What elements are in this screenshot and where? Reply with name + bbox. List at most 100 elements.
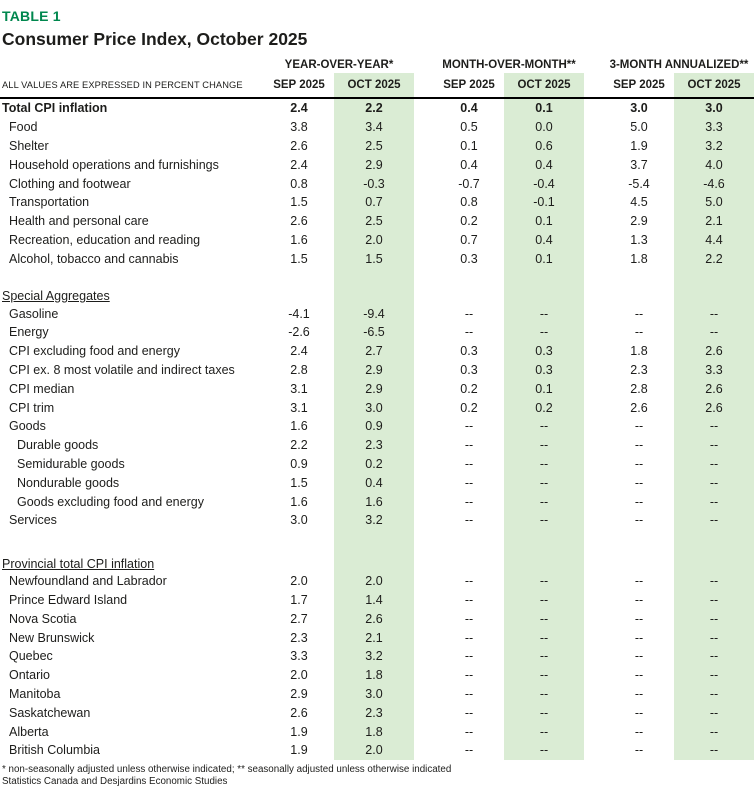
value-cell: -0.3 bbox=[334, 174, 414, 193]
value-cell: 0.1 bbox=[504, 249, 584, 269]
value-cell: 3.2 bbox=[674, 136, 754, 156]
value-cell: 2.9 bbox=[630, 214, 648, 229]
value-cell bbox=[264, 268, 334, 280]
table-row: Shelter 2.6 2.5 0.1 0.6 1.9 3.2 bbox=[0, 136, 754, 156]
value-cell: -- bbox=[634, 611, 644, 626]
row-label: Transportation bbox=[9, 195, 90, 210]
row-label: Prince Edward Island bbox=[9, 592, 128, 607]
value-cell: 2.3 bbox=[334, 703, 414, 723]
table-row: Alcohol, tobacco and cannabis 1.5 1.5 0.3 0.… bbox=[0, 249, 754, 269]
value-cell: -- bbox=[634, 592, 644, 607]
value-cell: -- bbox=[674, 684, 754, 704]
value-cell: 0.2 bbox=[460, 400, 478, 415]
value-cell: 1.3 bbox=[630, 232, 648, 247]
column-gap bbox=[584, 56, 604, 73]
value-cell: -- bbox=[464, 743, 474, 758]
table-row: Goods excluding food and energy 1.6 1.6 -- -… bbox=[0, 492, 754, 511]
value-cell: 0.9 bbox=[334, 416, 414, 436]
value-cell: 2.0 bbox=[290, 574, 308, 589]
value-cell bbox=[434, 548, 504, 572]
footnote-adjustment-note: * non-seasonally adjusted unless otherwi… bbox=[2, 763, 452, 775]
column-gap bbox=[584, 379, 604, 398]
column-gap bbox=[414, 666, 434, 685]
row-label bbox=[0, 268, 264, 280]
column-gap bbox=[584, 741, 604, 760]
table-row: Goods 1.6 0.9 -- -- -- -- bbox=[0, 416, 754, 436]
value-cell bbox=[434, 268, 504, 280]
column-gap bbox=[414, 193, 434, 212]
value-cell: 2.6 bbox=[290, 138, 308, 153]
spacer-row bbox=[0, 268, 754, 281]
value-cell: 1.5 bbox=[290, 195, 308, 210]
column-gap bbox=[584, 249, 604, 268]
value-cell: 3.2 bbox=[334, 510, 414, 530]
column-gap bbox=[584, 455, 604, 474]
column-gap bbox=[584, 73, 604, 97]
value-cell: 3.0 bbox=[630, 101, 648, 116]
column-gap bbox=[584, 137, 604, 156]
row-label: Services bbox=[9, 513, 57, 528]
value-cell: 3.7 bbox=[630, 157, 648, 172]
value-cell: -- bbox=[674, 435, 754, 455]
row-label: Manitoba bbox=[9, 686, 61, 701]
value-cell: -- bbox=[634, 456, 644, 471]
value-cell bbox=[334, 547, 414, 572]
value-cell: -- bbox=[674, 473, 754, 493]
cpi-table: YEAR-OVER-YEAR* MONTH-OVER-MONTH** 3-MON… bbox=[0, 56, 754, 760]
value-cell: -- bbox=[464, 306, 474, 321]
value-cell: 2.5 bbox=[334, 211, 414, 231]
table-row: Quebec 3.3 3.2 -- -- -- -- bbox=[0, 646, 754, 666]
column-gap bbox=[584, 647, 604, 666]
value-cell: 0.7 bbox=[460, 232, 478, 247]
value-cell: 0.8 bbox=[290, 176, 308, 191]
value-cell: 2.3 bbox=[630, 362, 648, 377]
value-cell: 3.8 bbox=[290, 120, 308, 135]
value-cell: 2.1 bbox=[334, 628, 414, 647]
value-cell: -0.4 bbox=[504, 174, 584, 193]
column-gap bbox=[584, 417, 604, 436]
value-cell: -- bbox=[634, 724, 644, 739]
column-gap bbox=[584, 548, 604, 572]
column-gap bbox=[414, 722, 434, 741]
value-cell: 2.7 bbox=[290, 611, 308, 626]
value-cell: 0.4 bbox=[460, 101, 478, 116]
value-cell: 2.1 bbox=[674, 211, 754, 231]
value-cell: -9.4 bbox=[334, 304, 414, 323]
value-cell bbox=[604, 268, 674, 280]
column-gap bbox=[414, 361, 434, 380]
value-cell: 0.0 bbox=[504, 117, 584, 137]
column-gap bbox=[414, 417, 434, 436]
value-cell: -- bbox=[504, 510, 584, 530]
value-cell: -2.6 bbox=[288, 325, 310, 340]
table-row: Ontario 2.0 1.8 -- -- -- -- bbox=[0, 665, 754, 685]
value-cell: 2.8 bbox=[290, 362, 308, 377]
value-cell bbox=[504, 268, 584, 281]
value-cell: 1.8 bbox=[334, 665, 414, 685]
column-gap bbox=[414, 231, 434, 250]
column-gap bbox=[414, 572, 434, 591]
value-cell bbox=[674, 529, 754, 548]
column-gap bbox=[584, 342, 604, 361]
value-cell bbox=[604, 548, 674, 572]
value-cell: -- bbox=[634, 419, 644, 434]
value-cell: 0.4 bbox=[504, 155, 584, 175]
value-cell: -- bbox=[674, 454, 754, 474]
footnotes: * non-seasonally adjusted unless otherwi… bbox=[0, 764, 754, 789]
column-gap bbox=[584, 722, 604, 741]
table-number-label: TABLE 1 bbox=[2, 8, 61, 24]
value-cell: -- bbox=[504, 722, 584, 741]
value-cell: 3.4 bbox=[334, 117, 414, 137]
value-cell: 2.8 bbox=[630, 381, 648, 396]
value-cell: -- bbox=[464, 611, 474, 626]
row-label: Ontario bbox=[9, 668, 50, 683]
row-label: CPI trim bbox=[9, 400, 55, 415]
value-cell: 2.7 bbox=[334, 341, 414, 361]
column-gap bbox=[584, 609, 604, 628]
value-cell: -- bbox=[504, 435, 584, 455]
group-header-spacer bbox=[0, 56, 264, 73]
value-cell: -6.5 bbox=[334, 322, 414, 342]
value-cell bbox=[604, 280, 674, 304]
value-cell: 1.8 bbox=[630, 251, 648, 266]
value-cell: -- bbox=[634, 630, 644, 645]
value-cell bbox=[334, 529, 414, 548]
